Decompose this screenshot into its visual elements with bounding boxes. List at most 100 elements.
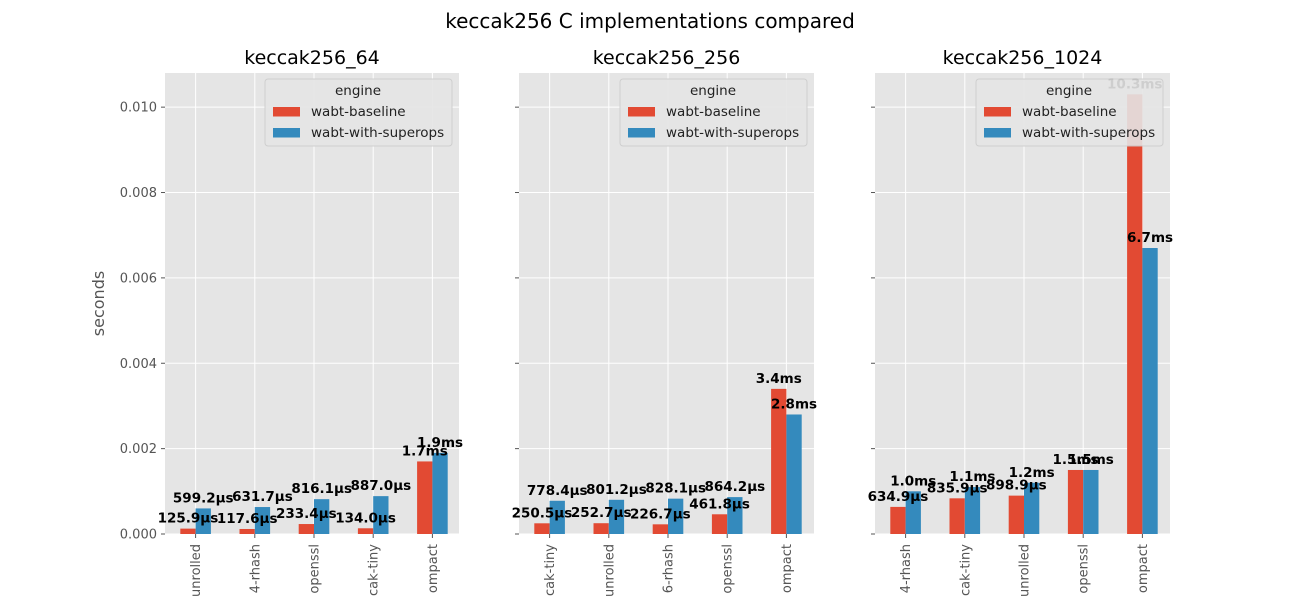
- bar-wabt-with-superops: [432, 452, 448, 534]
- x-tick-label: openssl: [1077, 544, 1092, 594]
- chart-panel-3: 4-rhash cak-tiny unrolled openssl ompact 634.…: [868, 47, 1173, 597]
- bar-wabt-baseline: [890, 506, 906, 534]
- legend: engine wabt-baseline wabt-with-superops: [264, 78, 453, 147]
- data-label: 835.9µs: [927, 480, 988, 496]
- legend-swatch-wabt-with-superops: [273, 128, 300, 138]
- legend-title: engine: [690, 83, 736, 99]
- data-label: 828.1µs: [645, 481, 706, 497]
- legend-swatch-wabt-baseline: [984, 107, 1011, 117]
- bar-wabt-baseline: [357, 528, 374, 534]
- bar-wabt-baseline: [239, 528, 255, 534]
- bar-wabt-baseline: [1067, 469, 1084, 534]
- x-tick-label: ompact: [1136, 544, 1151, 593]
- bar-wabt-with-superops: [727, 497, 743, 534]
- bar-wabt-with-superops: [964, 487, 981, 534]
- bar-wabt-baseline: [593, 523, 609, 534]
- legend: engine wabt-baseline wabt-with-superops: [619, 78, 808, 147]
- legend-label: wabt-with-superops: [311, 125, 444, 141]
- x-tick-label: unrolled: [189, 544, 204, 597]
- data-label: 864.2µs: [705, 479, 766, 495]
- y-tick-label: 0.002: [120, 442, 157, 457]
- y-tick-label: 0.000: [120, 528, 157, 543]
- legend-label: wabt-baseline: [666, 104, 761, 120]
- data-label: 250.5µs: [512, 505, 573, 521]
- data-label: 631.7µs: [232, 489, 293, 505]
- legend-label: wabt-baseline: [1022, 104, 1117, 120]
- legend-title: engine: [335, 83, 381, 99]
- bar-wabt-baseline: [180, 528, 196, 534]
- y-tick-label: 0.008: [120, 186, 157, 201]
- panel-title: keccak256_64: [244, 47, 380, 69]
- data-label: 778.4µs: [527, 483, 588, 499]
- data-label: 1.9ms: [417, 435, 463, 451]
- legend-swatch-wabt-baseline: [628, 107, 655, 117]
- legend-label: wabt-with-superops: [666, 125, 799, 141]
- bar-wabt-with-superops: [786, 414, 802, 534]
- x-tick-label: openssl: [721, 544, 736, 594]
- panel-title: keccak256_1024: [943, 47, 1103, 69]
- data-label: 898.9µs: [986, 478, 1047, 494]
- legend-box: [975, 78, 1164, 147]
- x-tick-label: openssl: [308, 544, 323, 594]
- bar-wabt-baseline: [534, 523, 550, 534]
- data-label: 816.1µs: [291, 481, 352, 497]
- x-tick-label: cak-tiny: [543, 544, 558, 596]
- data-label: 887.0µs: [351, 478, 412, 494]
- data-label: 1.5ms: [1068, 452, 1114, 468]
- bar-wabt-baseline: [949, 498, 965, 534]
- bar-wabt-with-superops: [254, 507, 271, 534]
- bar-wabt-with-superops: [608, 499, 625, 534]
- bar-wabt-with-superops: [1024, 482, 1040, 534]
- figure-title: keccak256 C implementations compared: [445, 9, 855, 33]
- bar-wabt-with-superops: [905, 491, 921, 534]
- data-label: 1.1ms: [949, 469, 995, 485]
- bar-wabt-baseline: [771, 388, 787, 534]
- bar-wabt-with-superops: [1142, 248, 1158, 534]
- x-tick-label: 4-rhash: [248, 544, 263, 593]
- legend-label: wabt-baseline: [311, 104, 406, 120]
- legend-swatch-wabt-with-superops: [628, 128, 655, 138]
- y-axis-label: seconds: [89, 271, 108, 336]
- data-label: 6.7ms: [1127, 230, 1173, 246]
- bar-wabt-with-superops: [1083, 469, 1099, 534]
- data-label: 3.4ms: [756, 371, 802, 387]
- bar-wabt-with-superops: [373, 496, 389, 534]
- plot-area: [165, 73, 459, 534]
- plot-area: [519, 73, 814, 534]
- data-label: 634.9µs: [868, 489, 929, 505]
- x-tick-label: cak-tiny: [367, 544, 382, 596]
- data-label: 233.4µs: [276, 506, 337, 522]
- bar-wabt-with-superops: [314, 499, 330, 534]
- x-tick-label: unrolled: [602, 544, 617, 597]
- bar-wabt-with-superops: [549, 500, 565, 534]
- data-label: 1.7ms: [402, 443, 448, 459]
- data-label: 1.2ms: [1009, 465, 1055, 481]
- bar-wabt-baseline: [652, 524, 668, 534]
- x-tick-label: ompact: [780, 544, 795, 593]
- bar-wabt-baseline: [298, 524, 314, 534]
- bar-wabt-with-superops: [668, 498, 684, 534]
- data-label: 125.9µs: [158, 511, 219, 527]
- data-label: 1.5ms: [1053, 452, 1099, 468]
- panel-title: keccak256_256: [593, 47, 741, 69]
- chart-panel-1: 0.000 0.002 0.004 0.006 0.008 0.010 unrolled 4-…: [89, 47, 463, 597]
- x-tick-label: ompact: [426, 544, 441, 593]
- data-label: 252.7µs: [571, 505, 632, 521]
- y-tick-label: 0.010: [120, 101, 157, 116]
- y-tick-label: 0.004: [120, 357, 157, 372]
- data-label: 801.2µs: [586, 482, 647, 498]
- data-label: 117.6µs: [217, 511, 278, 527]
- data-label: 226.7µs: [630, 506, 691, 522]
- x-tick-label: 4-rhash: [899, 544, 914, 593]
- bar-wabt-baseline: [417, 461, 433, 534]
- data-label: 599.2µs: [173, 490, 234, 506]
- chart-panel-2: cak-tiny unrolled 6-rhash openssl ompact 250.…: [512, 47, 817, 597]
- bar-wabt-baseline: [711, 514, 728, 534]
- legend-box: [619, 78, 808, 147]
- x-tick-label: 6-rhash: [662, 544, 677, 593]
- bar-wabt-with-superops: [195, 508, 211, 534]
- data-label: 461.8µs: [689, 496, 750, 512]
- bar-wabt-baseline: [1127, 94, 1143, 534]
- x-tick-label: unrolled: [1018, 544, 1033, 597]
